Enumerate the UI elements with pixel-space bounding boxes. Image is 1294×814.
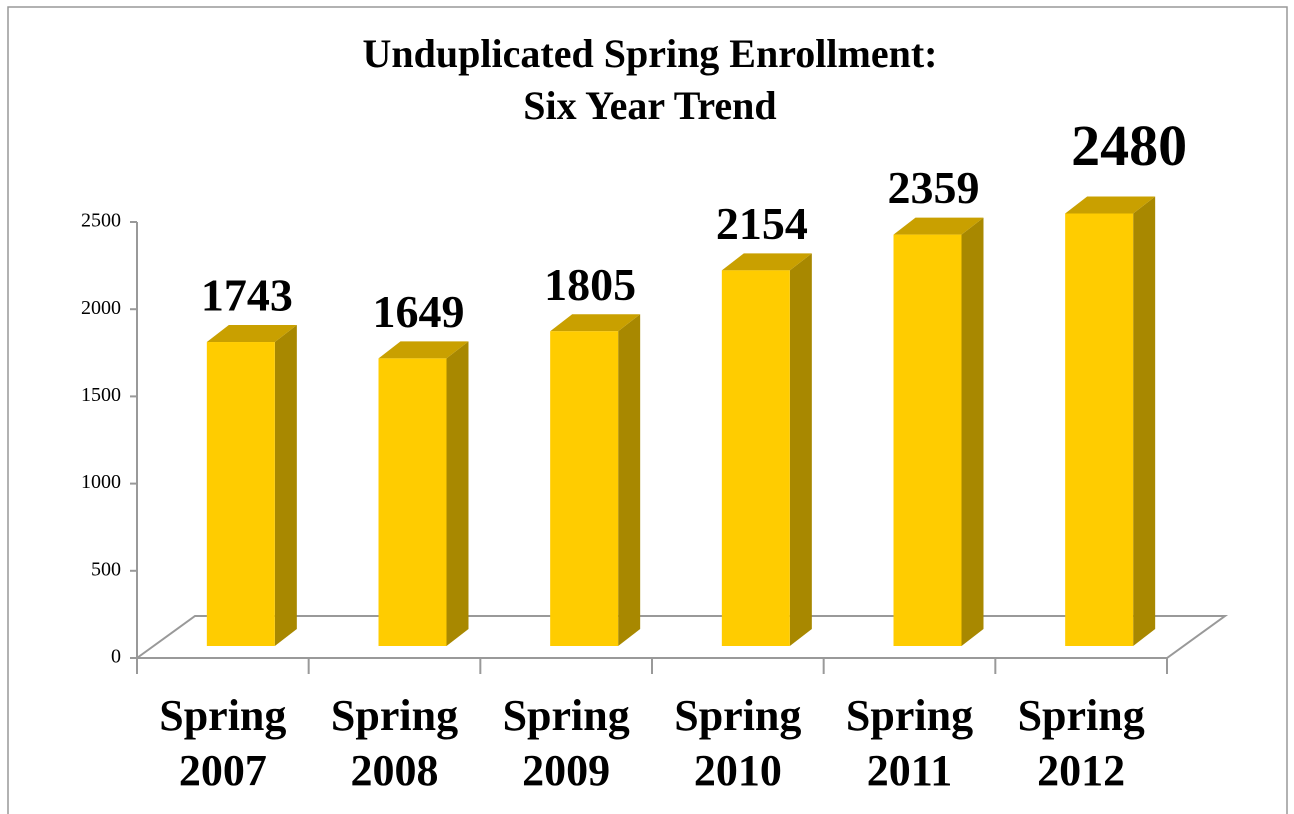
y-tick-label: 1500 bbox=[81, 384, 121, 406]
data-label: 1805 bbox=[544, 259, 636, 310]
data-label: 2154 bbox=[716, 198, 808, 249]
y-tick-label: 1000 bbox=[81, 471, 121, 493]
x-tick-label: Spring 2008 bbox=[331, 691, 458, 795]
bar-side bbox=[446, 341, 469, 646]
x-tick-label: Spring 2007 bbox=[159, 691, 286, 795]
bar-side bbox=[274, 325, 297, 646]
bar bbox=[206, 342, 275, 646]
x-tick-label: Spring 2011 bbox=[846, 691, 973, 795]
bar bbox=[550, 331, 619, 646]
data-label: 2480 bbox=[1071, 113, 1187, 178]
bar-side bbox=[961, 217, 984, 646]
bar bbox=[1065, 213, 1134, 646]
x-tick-label: Spring 2009 bbox=[503, 691, 630, 795]
data-label: 1649 bbox=[373, 286, 465, 337]
y-tick-label: 2500 bbox=[81, 210, 121, 232]
bar-top bbox=[893, 217, 984, 235]
floor bbox=[133, 615, 1229, 659]
bar bbox=[378, 358, 447, 646]
bar-side bbox=[618, 314, 641, 646]
bar-top bbox=[550, 314, 641, 332]
y-tick-label: 500 bbox=[91, 558, 121, 580]
bar-side bbox=[1133, 196, 1156, 646]
bar bbox=[721, 270, 790, 646]
bar-top bbox=[721, 253, 812, 271]
chart-title: Unduplicated Spring Enrollment: bbox=[363, 31, 938, 76]
x-tick-label: Spring 2012 bbox=[1018, 691, 1145, 795]
bar-side bbox=[789, 253, 812, 646]
data-label: 2359 bbox=[888, 162, 980, 213]
bar-top bbox=[378, 341, 469, 359]
bar-top bbox=[206, 325, 297, 343]
bar bbox=[893, 234, 962, 646]
chart-title: Six Year Trend bbox=[523, 83, 776, 128]
frame bbox=[7, 6, 1288, 814]
y-tick-label: 0 bbox=[111, 646, 121, 668]
x-tick-label: Spring 2010 bbox=[674, 691, 801, 795]
data-label: 1743 bbox=[201, 270, 293, 321]
y-tick-label: 2000 bbox=[81, 297, 121, 319]
bar-top bbox=[1065, 196, 1156, 214]
